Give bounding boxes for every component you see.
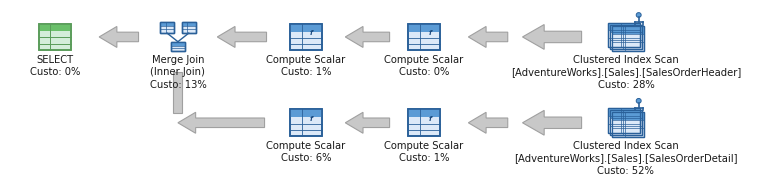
Text: f: f bbox=[428, 30, 431, 36]
Polygon shape bbox=[99, 27, 139, 47]
FancyBboxPatch shape bbox=[608, 23, 640, 30]
Text: Clustered Index Scan
[AdventureWorks].[Sales].[SalesOrderHeader]
Custo: 28%: Clustered Index Scan [AdventureWorks].[S… bbox=[511, 55, 741, 90]
Text: SELECT
Custo: 0%: SELECT Custo: 0% bbox=[30, 55, 80, 77]
FancyBboxPatch shape bbox=[612, 112, 644, 120]
FancyBboxPatch shape bbox=[160, 22, 174, 33]
FancyBboxPatch shape bbox=[608, 109, 640, 133]
FancyBboxPatch shape bbox=[39, 24, 71, 31]
FancyBboxPatch shape bbox=[612, 112, 644, 137]
Polygon shape bbox=[217, 27, 266, 47]
Ellipse shape bbox=[636, 98, 641, 103]
Polygon shape bbox=[468, 27, 507, 47]
Ellipse shape bbox=[636, 13, 641, 17]
Polygon shape bbox=[178, 112, 265, 133]
Polygon shape bbox=[523, 110, 581, 135]
FancyBboxPatch shape bbox=[610, 110, 641, 135]
FancyBboxPatch shape bbox=[408, 24, 440, 32]
Text: f: f bbox=[310, 30, 313, 36]
FancyBboxPatch shape bbox=[608, 109, 640, 116]
FancyBboxPatch shape bbox=[182, 22, 196, 33]
Text: Compute Scalar
Custo: 0%: Compute Scalar Custo: 0% bbox=[384, 55, 464, 77]
FancyBboxPatch shape bbox=[290, 24, 322, 50]
FancyBboxPatch shape bbox=[610, 110, 641, 118]
Text: f: f bbox=[310, 116, 313, 122]
Polygon shape bbox=[345, 27, 390, 47]
Text: Merge Join
(Inner Join)
Custo: 13%: Merge Join (Inner Join) Custo: 13% bbox=[149, 55, 206, 90]
FancyBboxPatch shape bbox=[610, 25, 641, 32]
Polygon shape bbox=[468, 112, 507, 133]
Text: Clustered Index Scan
[AdventureWorks].[Sales].[SalesOrderDetail]
Custo: 52%: Clustered Index Scan [AdventureWorks].[S… bbox=[514, 141, 738, 176]
FancyBboxPatch shape bbox=[610, 25, 641, 49]
FancyBboxPatch shape bbox=[612, 27, 644, 51]
FancyBboxPatch shape bbox=[171, 42, 185, 51]
FancyBboxPatch shape bbox=[39, 24, 71, 50]
Polygon shape bbox=[345, 112, 390, 133]
Text: Compute Scalar
Custo: 1%: Compute Scalar Custo: 1% bbox=[266, 55, 346, 77]
FancyBboxPatch shape bbox=[160, 22, 174, 26]
Text: Compute Scalar
Custo: 1%: Compute Scalar Custo: 1% bbox=[384, 141, 464, 163]
Text: Compute Scalar
Custo: 6%: Compute Scalar Custo: 6% bbox=[266, 141, 346, 163]
FancyBboxPatch shape bbox=[408, 109, 440, 117]
FancyBboxPatch shape bbox=[290, 24, 322, 32]
FancyBboxPatch shape bbox=[290, 109, 322, 136]
Polygon shape bbox=[523, 25, 581, 49]
FancyBboxPatch shape bbox=[612, 27, 644, 34]
FancyBboxPatch shape bbox=[182, 22, 196, 26]
FancyBboxPatch shape bbox=[408, 109, 440, 136]
FancyBboxPatch shape bbox=[408, 24, 440, 50]
FancyBboxPatch shape bbox=[290, 109, 322, 117]
FancyBboxPatch shape bbox=[171, 42, 185, 46]
FancyBboxPatch shape bbox=[608, 23, 640, 47]
Bar bbox=[173, 72, 182, 113]
Text: f: f bbox=[428, 116, 431, 122]
